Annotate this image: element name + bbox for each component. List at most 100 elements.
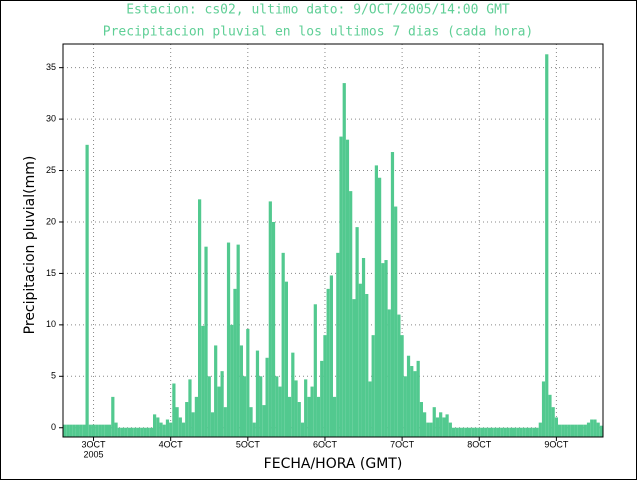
bar bbox=[85, 144, 89, 437]
bar bbox=[500, 427, 504, 437]
bar bbox=[394, 206, 398, 437]
bar bbox=[156, 417, 160, 437]
bar bbox=[545, 54, 549, 437]
bar bbox=[406, 355, 411, 437]
bar bbox=[178, 417, 182, 437]
bar bbox=[435, 417, 440, 437]
bar bbox=[519, 427, 523, 437]
bar bbox=[136, 427, 141, 437]
bar bbox=[445, 414, 449, 437]
bar bbox=[291, 352, 295, 437]
bar bbox=[368, 381, 372, 437]
bar bbox=[506, 427, 510, 437]
bar bbox=[127, 427, 131, 437]
bar bbox=[419, 402, 423, 437]
bar bbox=[468, 427, 472, 437]
bar bbox=[284, 281, 288, 437]
bar bbox=[477, 427, 481, 437]
bar bbox=[149, 427, 153, 437]
bar bbox=[320, 360, 324, 437]
x-tick-label: 3OCT bbox=[82, 439, 107, 449]
bar bbox=[72, 424, 76, 437]
bar bbox=[181, 422, 186, 437]
bar bbox=[586, 422, 591, 437]
bar bbox=[509, 427, 513, 437]
bar bbox=[590, 419, 594, 437]
bar bbox=[162, 424, 166, 437]
bar bbox=[278, 386, 282, 437]
x-axis-label: FECHA/HORA (GMT) bbox=[264, 456, 403, 472]
bar bbox=[230, 324, 234, 437]
bar bbox=[130, 427, 134, 437]
bar bbox=[538, 422, 542, 437]
bar bbox=[114, 422, 118, 437]
bar bbox=[191, 412, 195, 437]
bar bbox=[204, 246, 208, 437]
x-tick-label: 7OCT bbox=[390, 439, 415, 449]
bar bbox=[522, 427, 526, 437]
x-tick-label: 9OCT bbox=[544, 439, 569, 449]
bar bbox=[345, 139, 350, 437]
y-tick-label: 15 bbox=[46, 268, 56, 278]
x-tick-label: 4OCT bbox=[159, 439, 184, 449]
bar bbox=[339, 136, 343, 438]
bar bbox=[564, 424, 568, 437]
bar bbox=[223, 407, 227, 437]
bar bbox=[207, 376, 211, 437]
bar bbox=[63, 424, 67, 437]
bar bbox=[551, 407, 555, 437]
bar bbox=[474, 427, 478, 437]
bar bbox=[487, 427, 491, 437]
bar bbox=[79, 424, 83, 437]
bar bbox=[429, 422, 433, 437]
bar bbox=[461, 427, 465, 437]
bar bbox=[561, 424, 565, 437]
bar bbox=[361, 257, 366, 437]
bar bbox=[464, 427, 468, 437]
bar bbox=[516, 427, 520, 437]
bar bbox=[448, 422, 452, 437]
bar bbox=[175, 407, 179, 437]
bar bbox=[374, 165, 378, 438]
bar bbox=[525, 427, 530, 437]
bar bbox=[349, 191, 353, 437]
bar bbox=[101, 424, 105, 437]
bar bbox=[239, 345, 243, 437]
bar bbox=[599, 425, 603, 437]
bar bbox=[397, 314, 401, 437]
year-label: 2005 bbox=[84, 449, 104, 459]
y-tick-label: 35 bbox=[46, 62, 56, 72]
bar bbox=[82, 424, 86, 437]
bar bbox=[262, 405, 266, 437]
bar bbox=[194, 396, 198, 437]
chart-title: Estacion: cs02, ultimo dato: 9/OCT/2005/… bbox=[126, 3, 510, 18]
bar bbox=[577, 424, 581, 437]
bar bbox=[484, 427, 488, 437]
bar bbox=[480, 427, 485, 437]
bar bbox=[91, 424, 96, 437]
bar bbox=[439, 412, 443, 437]
bar bbox=[558, 424, 562, 437]
bar bbox=[249, 407, 253, 437]
bar bbox=[496, 427, 501, 437]
bar bbox=[169, 422, 173, 437]
bar bbox=[214, 345, 218, 437]
bar bbox=[268, 201, 272, 437]
bar bbox=[117, 427, 121, 437]
bar bbox=[88, 424, 92, 437]
bar bbox=[387, 309, 391, 437]
bar bbox=[95, 424, 99, 437]
bar bbox=[304, 379, 308, 437]
bar bbox=[300, 422, 305, 437]
bar bbox=[281, 252, 285, 437]
y-tick-label: 25 bbox=[46, 165, 56, 175]
bar bbox=[426, 422, 430, 437]
bar bbox=[333, 396, 337, 437]
bar bbox=[104, 424, 108, 437]
chart-subtitle: Precipitacion pluvial en los ultimos 7 d… bbox=[103, 25, 533, 40]
bar bbox=[252, 422, 256, 437]
bar bbox=[275, 376, 279, 437]
bar bbox=[307, 396, 311, 437]
bar bbox=[432, 407, 436, 437]
